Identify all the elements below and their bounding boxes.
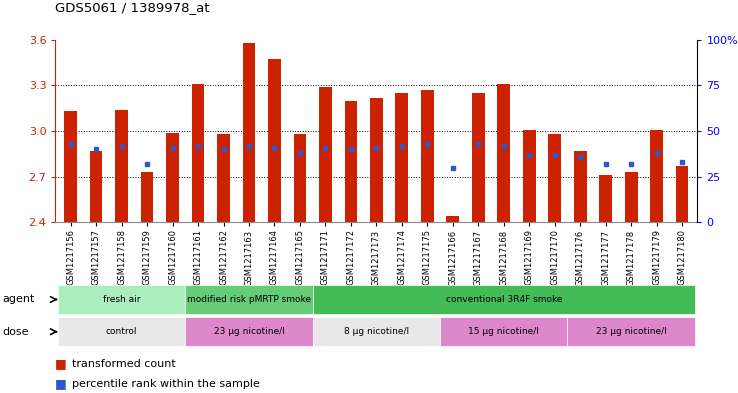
- Bar: [625, 172, 638, 222]
- Bar: [548, 134, 561, 222]
- Bar: [166, 132, 179, 222]
- Bar: [192, 84, 204, 222]
- Bar: [294, 134, 306, 222]
- Bar: [568, 317, 695, 346]
- Bar: [90, 151, 103, 222]
- Bar: [185, 317, 313, 346]
- Bar: [421, 90, 434, 222]
- Text: dose: dose: [2, 327, 29, 337]
- Bar: [472, 93, 485, 222]
- Bar: [599, 175, 612, 222]
- Bar: [243, 43, 255, 222]
- Bar: [523, 130, 536, 222]
- Bar: [396, 93, 408, 222]
- Text: 23 μg nicotine/l: 23 μg nicotine/l: [596, 327, 666, 336]
- Text: 23 μg nicotine/l: 23 μg nicotine/l: [213, 327, 284, 336]
- Bar: [650, 130, 663, 222]
- Bar: [319, 87, 332, 222]
- Bar: [446, 216, 459, 222]
- Bar: [58, 317, 185, 346]
- Text: conventional 3R4F smoke: conventional 3R4F smoke: [446, 295, 562, 304]
- Bar: [58, 285, 185, 314]
- Text: transformed count: transformed count: [72, 359, 176, 369]
- Bar: [497, 84, 510, 222]
- Bar: [185, 285, 313, 314]
- Bar: [370, 97, 383, 222]
- Bar: [313, 285, 695, 314]
- Bar: [115, 110, 128, 222]
- Text: control: control: [106, 327, 137, 336]
- Text: percentile rank within the sample: percentile rank within the sample: [72, 379, 260, 389]
- Text: ■: ■: [55, 357, 67, 370]
- Bar: [345, 101, 357, 222]
- Text: 15 μg nicotine/l: 15 μg nicotine/l: [469, 327, 539, 336]
- Bar: [676, 166, 689, 222]
- Text: ■: ■: [55, 377, 67, 391]
- Text: GDS5061 / 1389978_at: GDS5061 / 1389978_at: [55, 1, 210, 14]
- Bar: [313, 317, 440, 346]
- Text: modified risk pMRTP smoke: modified risk pMRTP smoke: [187, 295, 311, 304]
- Bar: [574, 151, 587, 222]
- Bar: [64, 111, 77, 222]
- Bar: [217, 134, 230, 222]
- Bar: [440, 317, 568, 346]
- Bar: [141, 172, 154, 222]
- Text: agent: agent: [2, 294, 35, 305]
- Text: fresh air: fresh air: [103, 295, 140, 304]
- Text: 8 μg nicotine/l: 8 μg nicotine/l: [344, 327, 409, 336]
- Bar: [268, 59, 281, 222]
